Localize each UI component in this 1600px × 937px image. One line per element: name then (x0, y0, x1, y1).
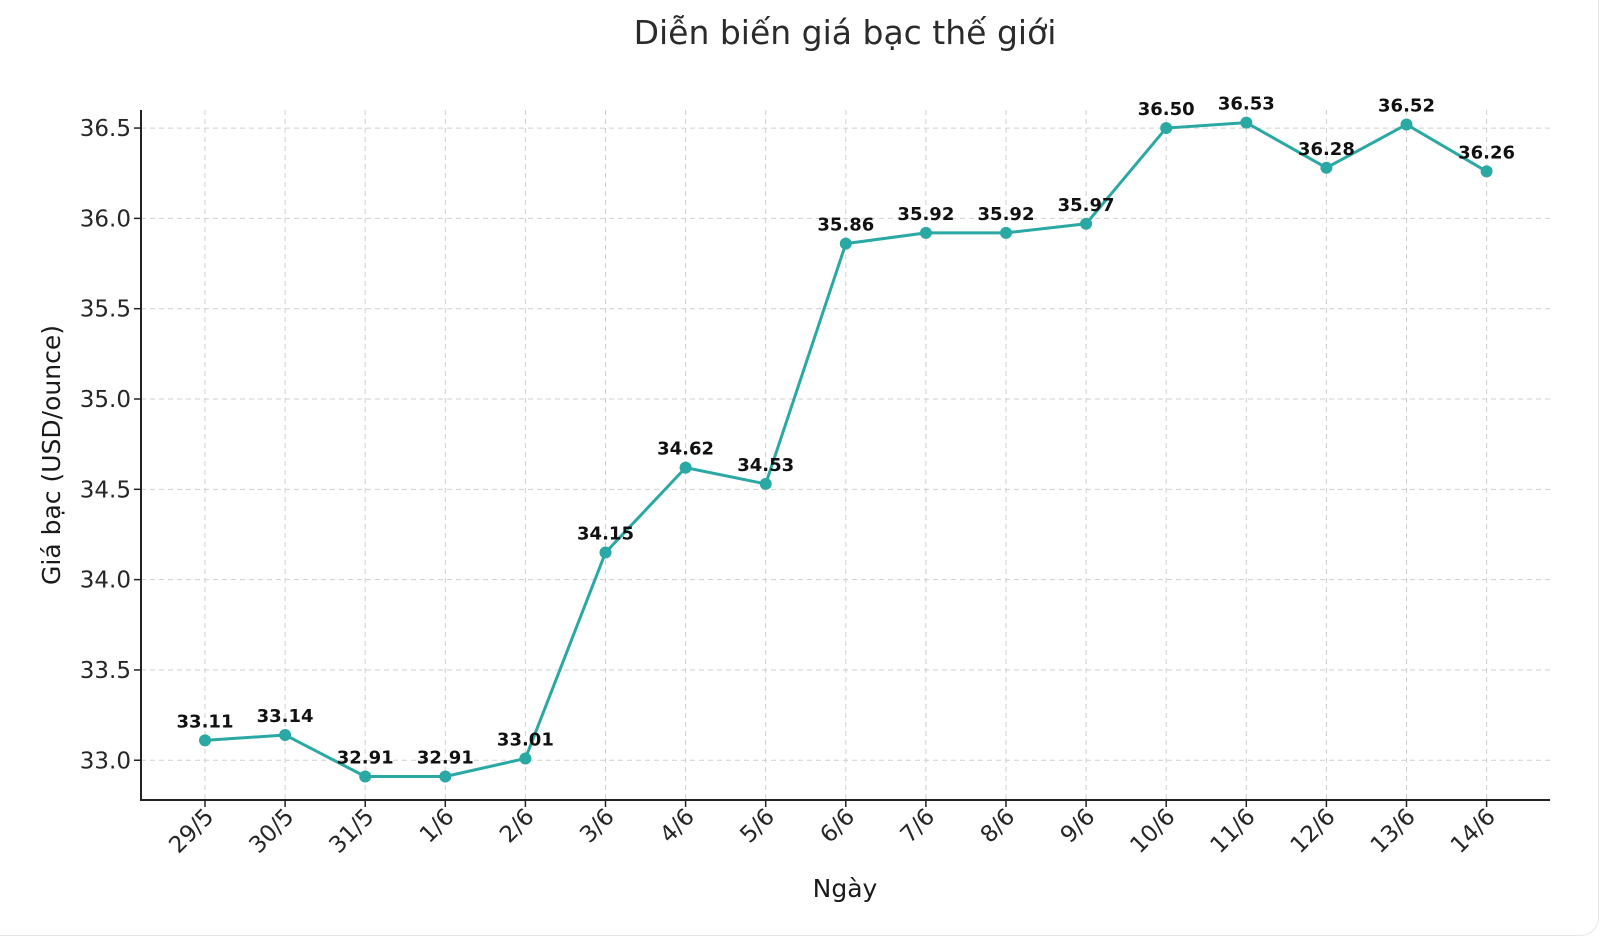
y-tick-label: 33.5 (80, 658, 131, 684)
x-tick-label: 3/6 (575, 804, 620, 849)
y-ticks: 33.0 33.5 34.0 34.5 35.0 35.5 36.0 36.5 (80, 116, 141, 774)
data-point (759, 477, 772, 490)
y-tick-label: 36.5 (80, 116, 131, 142)
data-point (1480, 165, 1493, 178)
data-point (279, 728, 292, 741)
data-label: 34.62 (657, 439, 714, 460)
y-tick-label: 35.5 (80, 297, 131, 323)
y-tick-label: 33.0 (80, 748, 131, 774)
grid (141, 110, 1550, 800)
y-tick-label: 34.5 (80, 477, 131, 503)
data-label: 34.53 (737, 455, 794, 476)
series-price (199, 116, 1493, 783)
x-tick-label: 7/6 (896, 804, 941, 849)
x-axis-label: Ngày (813, 874, 878, 903)
data-point (1160, 122, 1173, 135)
data-label: 34.15 (577, 524, 634, 545)
y-tick-label: 34.0 (80, 568, 131, 594)
y-axis-label: Giá bạc (USD/ounce) (37, 325, 66, 585)
y-tick-label: 36.0 (80, 206, 131, 232)
data-point (1320, 161, 1333, 174)
chart-title: Diễn biến giá bạc thế giới (634, 13, 1057, 52)
x-tick-label: 4/6 (655, 804, 700, 849)
x-tick-label: 5/6 (735, 804, 780, 849)
x-tick-label: 12/6 (1286, 804, 1341, 859)
data-point (519, 752, 532, 765)
data-label: 36.26 (1458, 142, 1515, 163)
data-point (199, 734, 211, 747)
data-point (359, 770, 372, 783)
x-tick-label: 11/6 (1206, 804, 1261, 859)
data-point (839, 237, 852, 250)
data-point (1080, 217, 1093, 230)
data-point (1400, 118, 1413, 131)
data-point (1240, 116, 1253, 129)
data-point (599, 546, 612, 559)
data-label: 36.52 (1378, 95, 1435, 116)
data-point (679, 461, 692, 474)
data-point (1000, 226, 1012, 239)
x-ticks: 29/5 30/5 31/5 1/6 2/6 3/6 4/6 5/6 6/6 7/6 8/6 9/6 1… (164, 800, 1501, 859)
x-tick-label: 29/5 (164, 804, 219, 859)
data-label: 32.91 (337, 748, 394, 769)
axes (140, 110, 1550, 801)
data-label: 35.86 (817, 215, 874, 236)
data-point (439, 770, 452, 783)
x-tick-label: 2/6 (495, 804, 540, 849)
data-label: 32.91 (417, 748, 474, 769)
x-tick-label: 14/6 (1446, 804, 1501, 859)
x-tick-label: 1/6 (415, 804, 460, 849)
data-label: 33.14 (257, 706, 314, 727)
x-tick-label: 9/6 (1056, 804, 1101, 849)
data-label: 36.53 (1218, 94, 1275, 115)
x-tick-label: 31/5 (325, 804, 380, 859)
x-tick-label: 6/6 (815, 804, 860, 849)
data-label: 33.11 (177, 711, 234, 732)
y-tick-label: 35.0 (80, 387, 131, 413)
data-label: 35.92 (897, 204, 954, 225)
x-tick-label: 30/5 (244, 804, 299, 859)
data-point (919, 226, 932, 239)
data-label: 33.01 (497, 729, 554, 750)
x-tick-label: 8/6 (976, 804, 1021, 849)
x-tick-label: 13/6 (1366, 804, 1421, 859)
data-label: 36.28 (1298, 139, 1355, 160)
data-label: 35.97 (1058, 195, 1115, 216)
x-tick-label: 10/6 (1126, 804, 1181, 859)
data-labels: 33.11 33.14 32.91 32.91 33.01 34.15 34.62 34.53… (177, 94, 1516, 769)
data-label: 36.50 (1138, 99, 1195, 120)
data-label: 35.92 (978, 204, 1035, 225)
